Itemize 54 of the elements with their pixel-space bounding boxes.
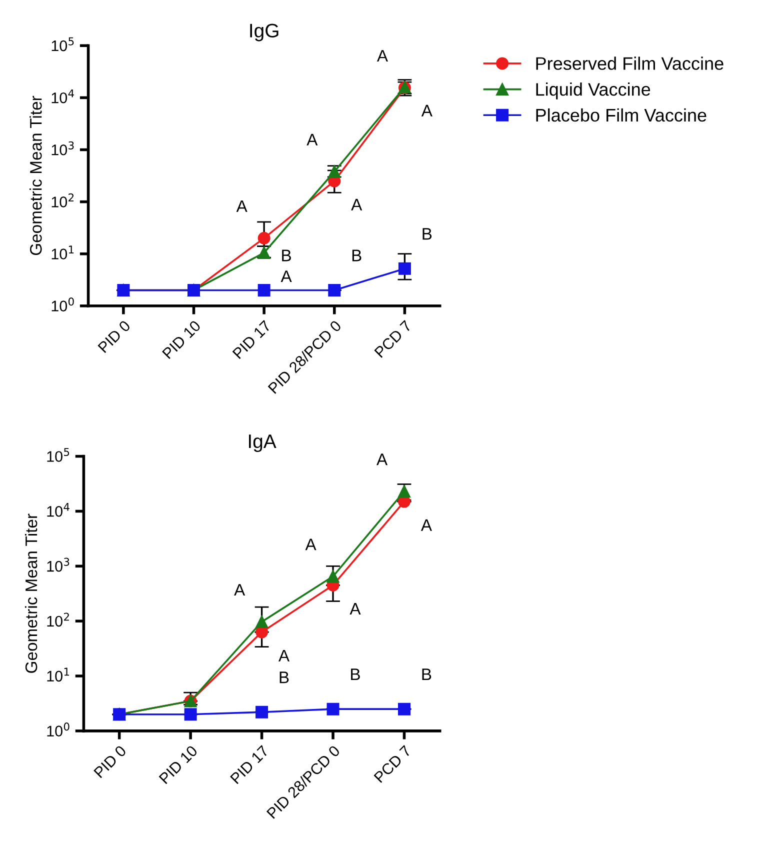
x-tick-label: PID 10 (158, 744, 198, 784)
point (326, 702, 340, 716)
y-tick-label: 10$^{5}$ (47, 448, 70, 462)
point (398, 702, 410, 716)
annotation: A (278, 650, 290, 662)
chart-title: IgA (248, 434, 276, 452)
y-tick-label: 10$^{4}$ (52, 89, 74, 104)
legend-label: Placebo Film Vaccine (536, 108, 706, 122)
annotation: A (350, 603, 361, 615)
x-tick-label: PID 0 (98, 320, 131, 354)
annotation: B (352, 250, 362, 262)
x-tick-label: PID 17 (232, 320, 272, 360)
point (256, 706, 268, 718)
x-tick-label: PID 10 (162, 320, 202, 360)
y-tick-label: 10$^{4}$ (47, 503, 70, 517)
annotation: A (306, 134, 318, 146)
y-tick-label: 10$^{2}$ (47, 612, 69, 627)
annotation: B (422, 228, 432, 240)
legend-label: Liquid Vaccine (536, 82, 650, 100)
annotation: B (351, 668, 360, 680)
point (258, 232, 270, 244)
annotation: A (376, 454, 388, 466)
point (256, 616, 268, 628)
point (326, 570, 340, 583)
x-tick-label: PID 17 (230, 745, 270, 784)
annotation: B (422, 668, 432, 680)
y-tick-label: 10$^{0}$ (52, 298, 74, 312)
y-tick-label: 10$^{3}$ (47, 558, 70, 572)
y-tick-label: 10$^{0}$ (47, 722, 70, 736)
annotation: A (280, 270, 292, 282)
y-tick-label: 10$^{1}$ (52, 246, 74, 260)
annotation: A (420, 519, 432, 531)
legend-label: Preserved Film Vaccine (536, 56, 724, 70)
chart-title: IgG (250, 24, 278, 42)
y-tick-label: 10$^{1}$ (47, 668, 70, 682)
point (258, 284, 270, 296)
annotation: A (421, 104, 432, 116)
annotation: A (351, 198, 362, 210)
point (328, 284, 341, 296)
x-tick-label: PID 0 (93, 744, 127, 778)
y-axis-title: Geometric Mean Titer (24, 514, 38, 673)
annotation: A (305, 538, 316, 550)
annotation: A (234, 584, 246, 596)
y-tick-label: 10$^{5}$ (52, 37, 74, 52)
y-tick-label: 10$^{3}$ (52, 141, 74, 156)
annotation: B (282, 250, 291, 262)
point (398, 485, 410, 498)
annotation: A (376, 50, 388, 62)
y-tick-label: 10$^{2}$ (52, 193, 74, 208)
point (398, 262, 411, 275)
point (184, 708, 197, 721)
annotation: B (280, 672, 289, 684)
annotation: A (236, 200, 248, 212)
y-axis-title: Geometric Mean Titer (30, 96, 42, 256)
